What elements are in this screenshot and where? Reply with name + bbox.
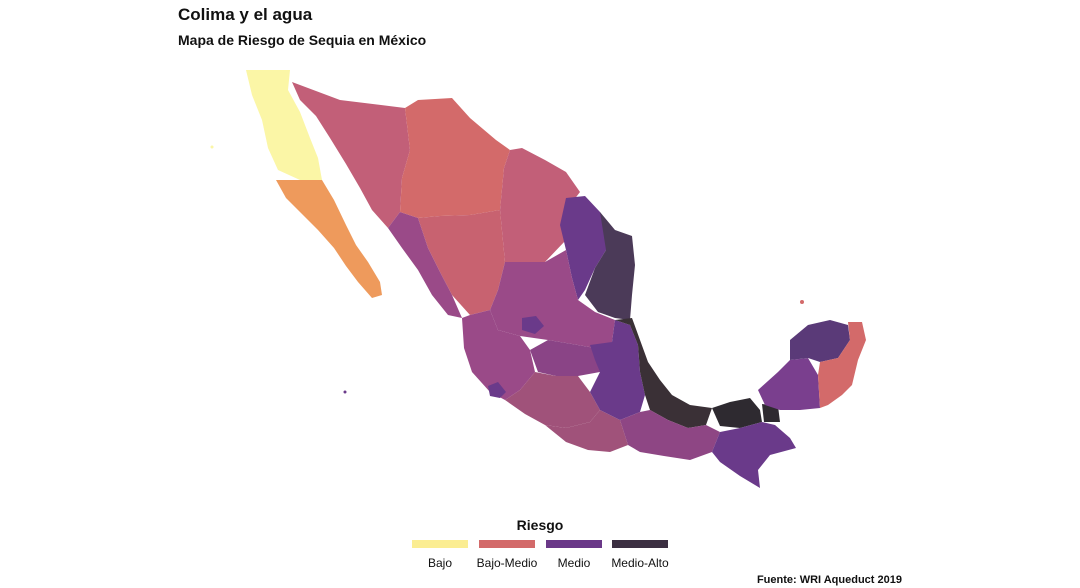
region-coahuila[interactable]: [500, 148, 580, 262]
island: [210, 145, 214, 149]
legend-label: Medio-Alto: [611, 556, 669, 570]
region-campeche[interactable]: [758, 358, 820, 410]
legend-swatch: [479, 540, 535, 548]
region-yucatan[interactable]: [790, 320, 850, 362]
legend-title: Riesgo: [516, 517, 564, 533]
legend-swatch: [546, 540, 602, 548]
legend-swatch: [412, 540, 468, 548]
legend-label: Medio: [557, 556, 591, 570]
legend-item: Medio: [534, 540, 614, 570]
region-michoacan[interactable]: [505, 372, 600, 428]
region-sonora[interactable]: [292, 82, 410, 228]
region-aguascalientes[interactable]: [522, 316, 544, 334]
legend-swatch: [612, 540, 668, 548]
region-nuevo-leon[interactable]: [560, 196, 612, 300]
region-quintana-roo[interactable]: [818, 322, 866, 408]
region-mexico-puebla[interactable]: [590, 320, 645, 420]
map-title: Colima y el agua: [178, 5, 313, 24]
legend-label: Bajo: [427, 556, 453, 570]
region-oaxaca[interactable]: [620, 410, 720, 460]
region-jalisco[interactable]: [462, 310, 535, 400]
region-guerrero[interactable]: [545, 410, 628, 452]
region-tabasco[interactable]: [712, 398, 762, 428]
region-baja-california[interactable]: [246, 70, 322, 180]
region-baja-california-sur[interactable]: [276, 180, 382, 298]
source-caption: Fuente: WRI Aqueduct 2019: [756, 574, 902, 586]
region-colima[interactable]: [488, 382, 506, 398]
legend-item: Bajo: [400, 540, 480, 570]
region-chiapas[interactable]: [712, 422, 796, 488]
legend-item: Medio-Alto: [600, 540, 680, 570]
region-veracruz[interactable]: [615, 318, 712, 428]
region-chihuahua[interactable]: [400, 98, 510, 218]
region-durango[interactable]: [418, 210, 505, 315]
map-subtitle: Mapa de Riesgo de Sequia en México: [178, 32, 427, 48]
region-tamaulipas[interactable]: [585, 212, 635, 320]
legend-label: Bajo-Medio: [476, 556, 538, 570]
region-zacatecas-slp[interactable]: [490, 250, 615, 348]
island: [800, 300, 804, 304]
legend-item: Bajo-Medio: [467, 540, 547, 570]
island: [343, 390, 347, 394]
region-sinaloa[interactable]: [388, 212, 462, 318]
